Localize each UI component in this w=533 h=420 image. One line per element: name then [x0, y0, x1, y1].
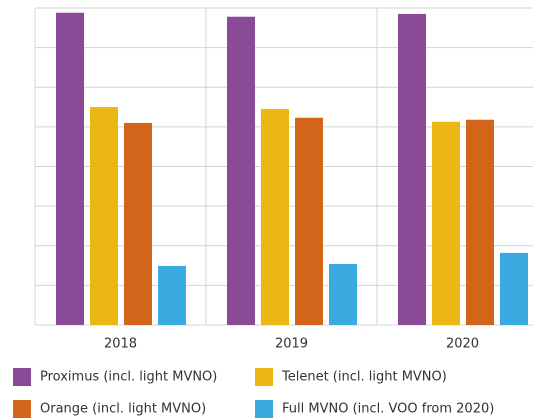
bar — [432, 121, 460, 325]
bar — [466, 119, 494, 326]
legend-swatch — [13, 400, 31, 418]
x-tick-label: 2019 — [275, 337, 308, 352]
bar — [398, 13, 426, 325]
x-tick-label: 2018 — [104, 337, 137, 352]
legend-swatch — [13, 368, 31, 386]
legend-swatch — [255, 368, 273, 386]
bar — [227, 16, 255, 326]
bar — [124, 122, 152, 325]
legend-label: Orange (incl. light MVNO) — [40, 402, 206, 417]
bar — [261, 109, 289, 325]
bar — [329, 263, 357, 325]
legend-swatch — [255, 400, 273, 418]
x-tick-label: 2020 — [446, 337, 479, 352]
bar — [295, 117, 323, 325]
legend-label: Telenet (incl. light MVNO) — [281, 370, 447, 385]
legend-label: Full MVNO (incl. VOO from 2020) — [282, 402, 494, 417]
bar — [90, 107, 118, 325]
bar — [500, 252, 528, 325]
bar — [158, 265, 186, 325]
bar — [56, 12, 84, 325]
legend-label: Proximus (incl. light MVNO) — [40, 370, 217, 385]
